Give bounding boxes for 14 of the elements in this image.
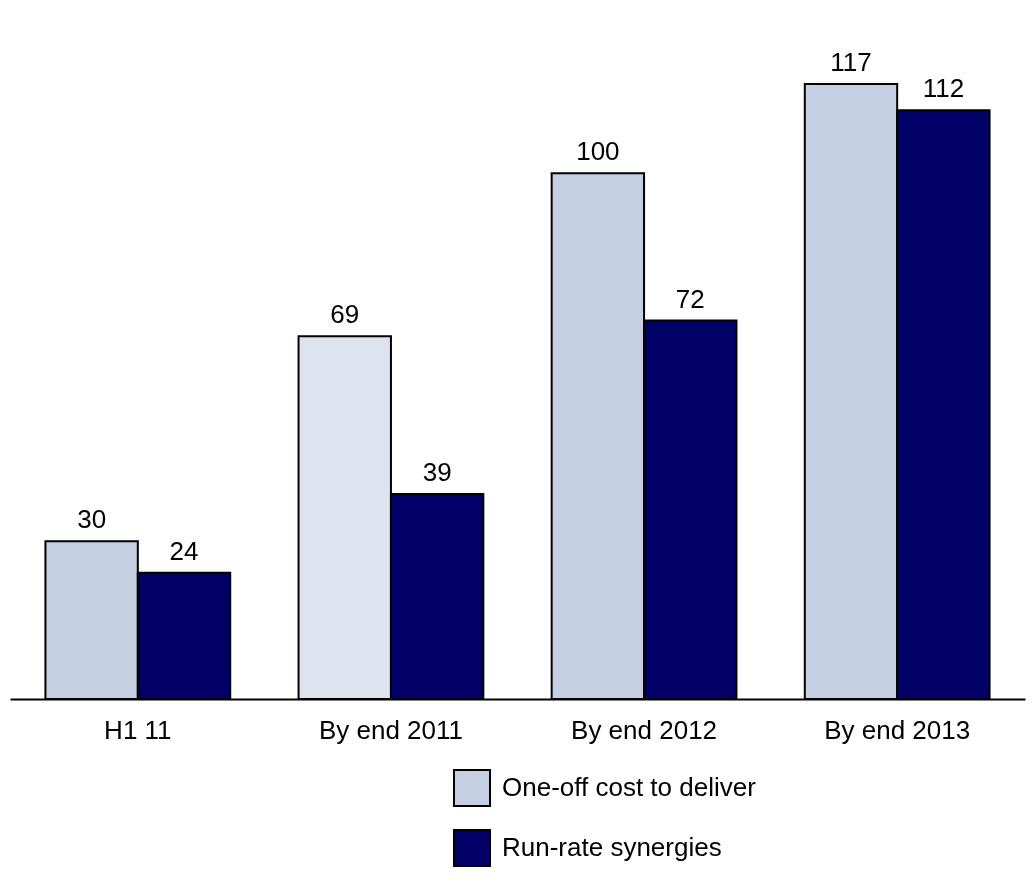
- data-label: 24: [169, 535, 199, 566]
- legend-label: One-off cost to deliver: [502, 772, 757, 802]
- data-label: 117: [830, 47, 872, 77]
- legend-label: Run-rate synergies: [502, 832, 722, 862]
- x-tick-label: By end 2012: [571, 714, 718, 745]
- data-label: 112: [922, 73, 965, 104]
- x-tick-label: By end 2013: [824, 714, 971, 745]
- x-tick-label: By end 2011: [318, 714, 463, 745]
- data-label: 72: [675, 283, 705, 314]
- x-tick-label: H1 11: [104, 714, 172, 745]
- data-label: 30: [77, 504, 107, 535]
- data-label: 39: [422, 457, 452, 487]
- data-label: 100: [576, 136, 620, 167]
- data-label: 69: [330, 299, 360, 330]
